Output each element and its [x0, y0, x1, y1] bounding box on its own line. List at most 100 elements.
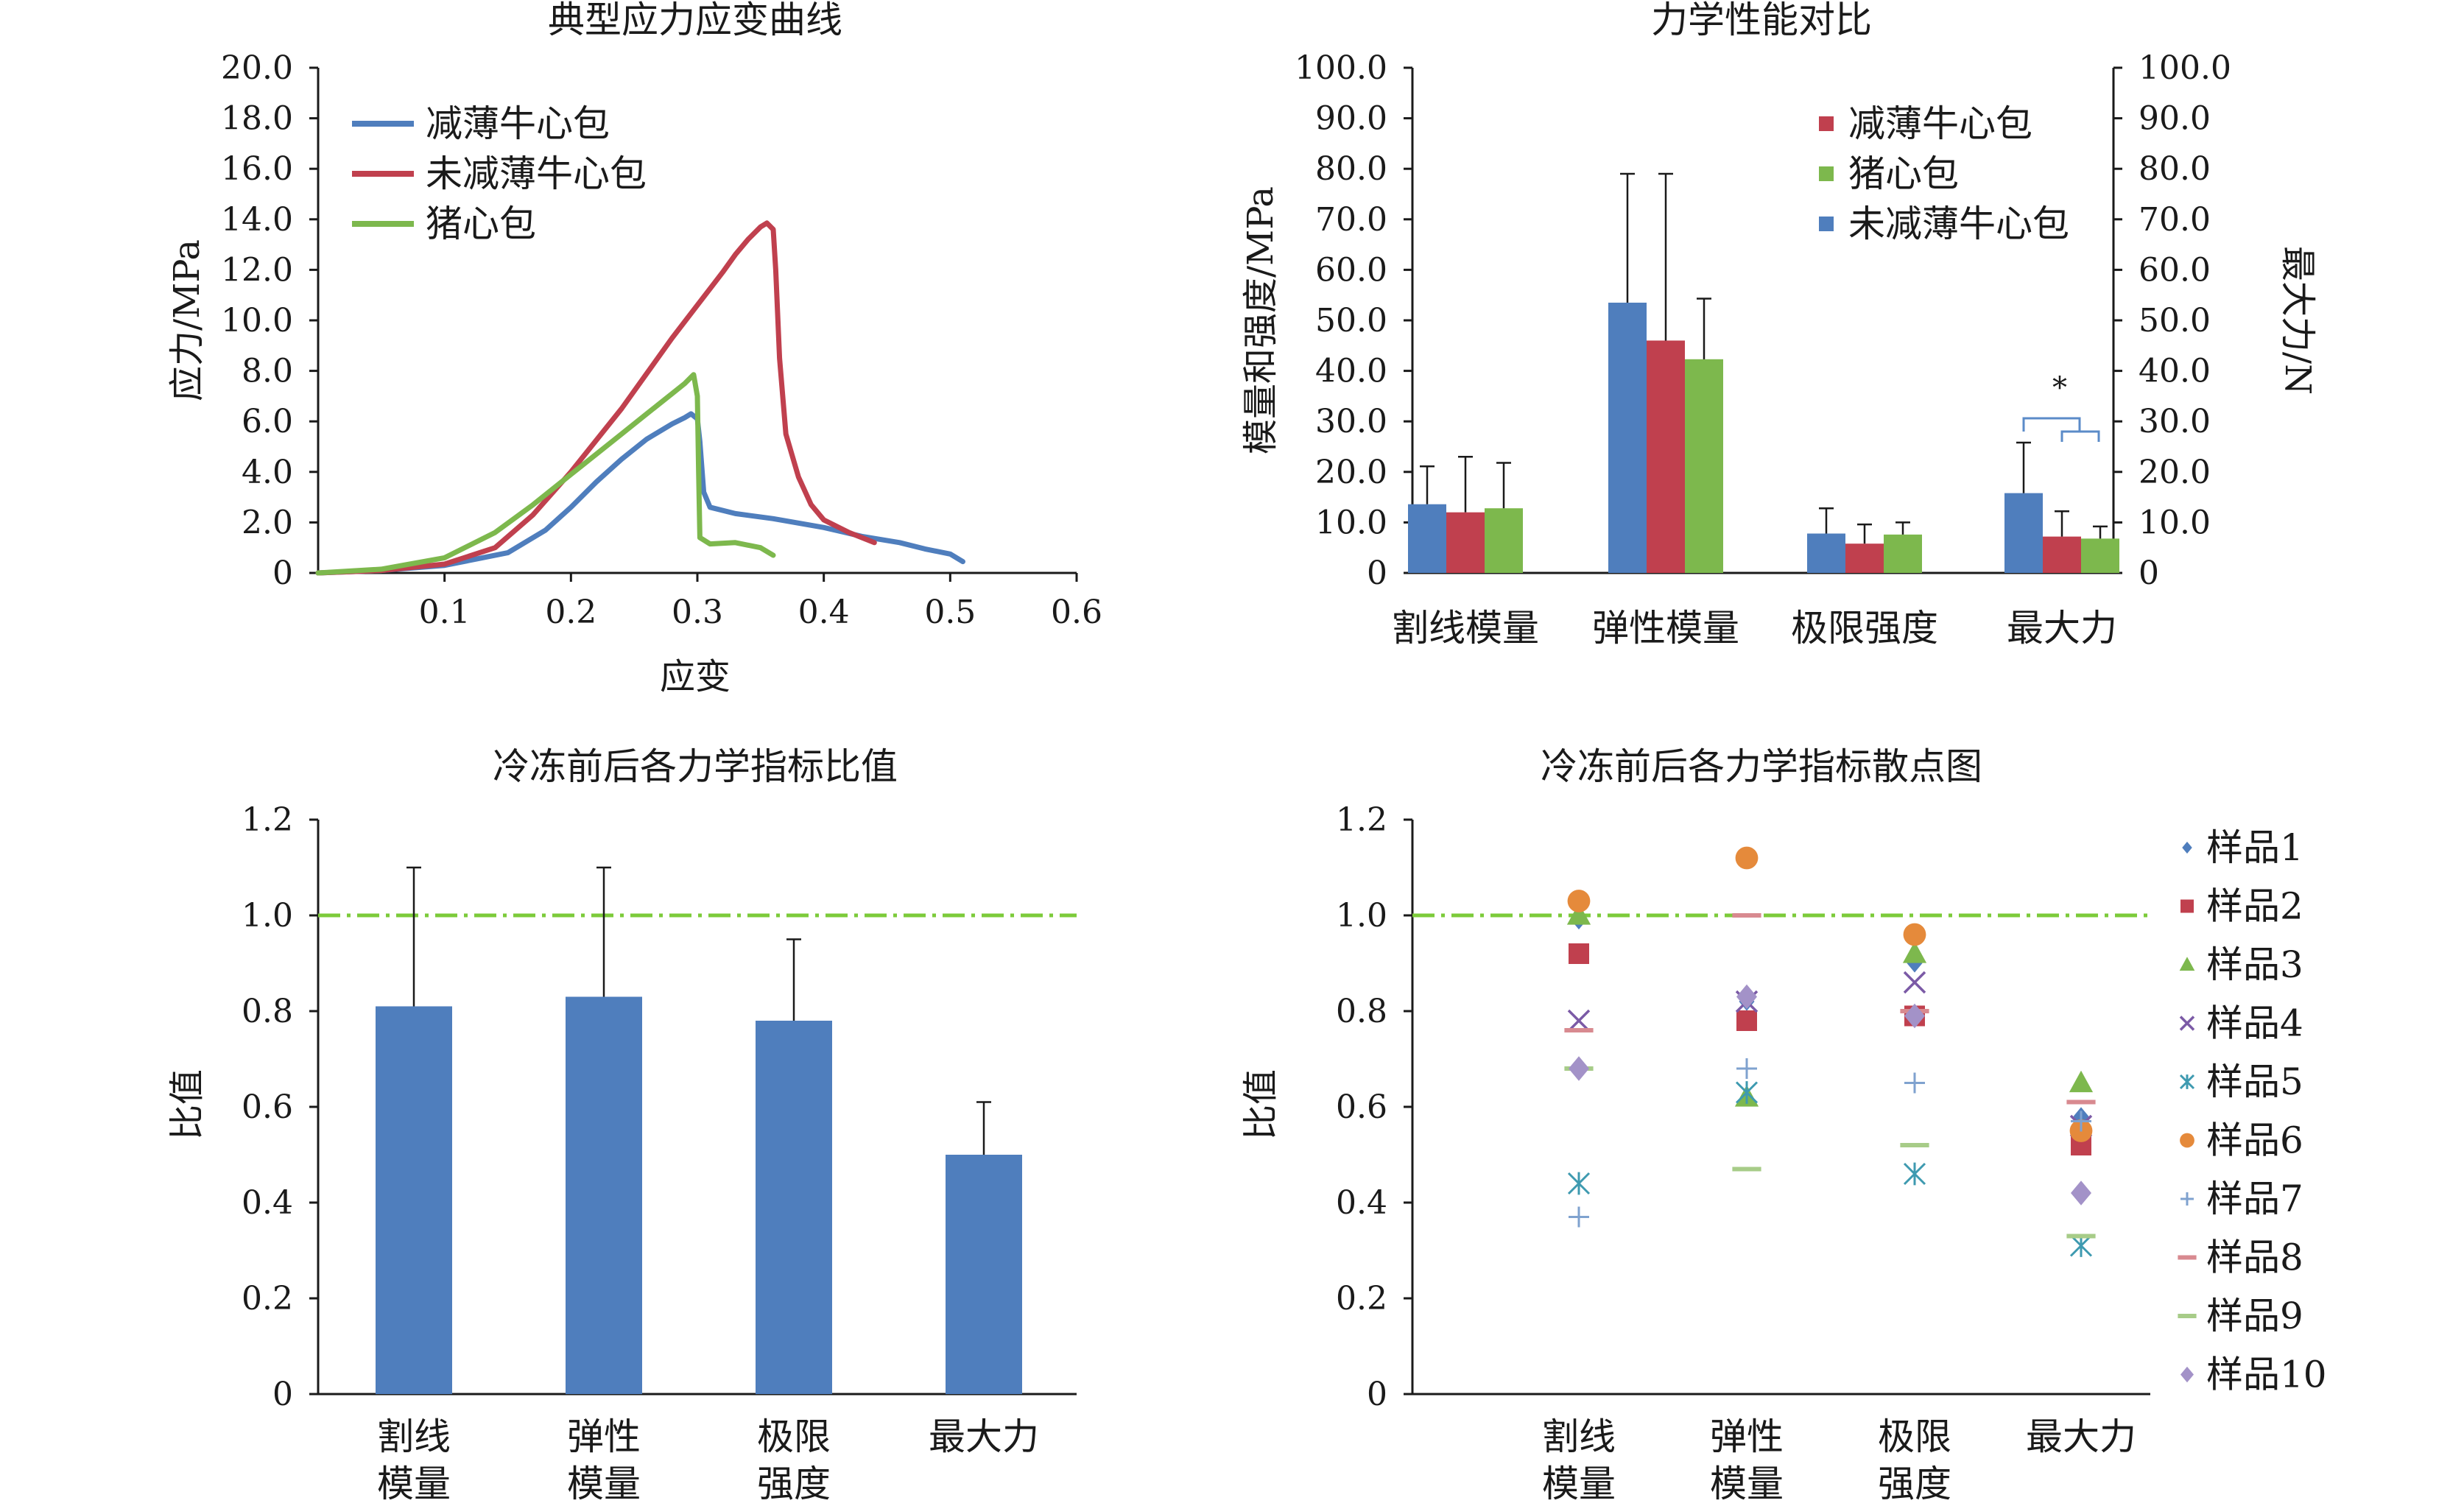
panel3-category-label: 弹性	[567, 1415, 641, 1458]
panel2-category-label: 割线模量	[1392, 607, 1539, 650]
legend-label-3: 未减薄牛心包	[1848, 203, 2069, 245]
scatter-point	[1904, 1003, 1925, 1029]
panel3-category-label: 最大力	[929, 1415, 1039, 1458]
property-comparison-panel: 力学性能对比 模量和强度/MPa 最大力/N 0 10.0 20.0 30.0 40.0…	[1240, 0, 2318, 650]
legend-label-3: 样品3	[2206, 943, 2303, 986]
panel2-y-tick-label-right: 10.0	[2139, 504, 2211, 541]
panel3-y-tick-label: 0.4	[242, 1184, 293, 1222]
panel2-y-tick-label: 50.0	[1315, 302, 1387, 339]
scatter-point	[1566, 903, 1591, 925]
panel1-y-tick-label: 0	[272, 555, 293, 592]
bar	[1884, 534, 1922, 573]
panel2-y-tick-label: 10.0	[1315, 504, 1387, 541]
bar	[1647, 340, 1685, 573]
scatter-point	[1903, 1162, 1926, 1186]
legend-marker-1	[2182, 841, 2192, 854]
bar	[946, 1155, 1022, 1394]
panel4-category-label: 弹性	[1710, 1415, 1784, 1458]
panel1-x-tick-label: 0.3	[672, 594, 723, 631]
panel1-y-tick-label: 4.0	[242, 454, 293, 491]
panel2-y-tick-label-right: 70.0	[2139, 201, 2211, 239]
panel2-y-axis-label-right: 最大力/N	[2277, 246, 2318, 395]
ratio-bar-panel: 冷冻前后各力学指标比值 比值 0 0.2 0.4 0.6 0.8 1.0 1.2 割线模量 弹性…	[166, 745, 1077, 1505]
panel1-x-tick-label: 0.6	[1051, 594, 1102, 631]
panel4-category-label: 模量	[1710, 1463, 1784, 1505]
scatter-point	[1736, 1010, 1757, 1031]
panel3-y-tick-label: 0.8	[242, 993, 293, 1030]
bar	[756, 1021, 832, 1394]
panel2-y-tick-label-right: 90.0	[2139, 100, 2211, 138]
panel4-category-label: 模量	[1542, 1463, 1616, 1505]
panel1-y-tick-label: 2.0	[242, 504, 293, 541]
stress-strain-panel: 典型应力应变曲线 应力/MPa 应变 0 2.0 4.0 6.0 8.0 10.0 12.0…	[166, 0, 1102, 697]
bar	[2043, 536, 2081, 573]
bar	[376, 1006, 452, 1394]
bar	[1608, 302, 1647, 573]
legend-marker-6	[2180, 1133, 2194, 1148]
panel1-y-tick-label: 10.0	[221, 302, 293, 339]
panel3-y-tick-label: 1.2	[242, 801, 293, 839]
panel2-y-tick-label-right: 80.0	[2139, 150, 2211, 188]
bar	[1845, 543, 1884, 573]
bar	[1446, 512, 1485, 573]
panel4-y-tick-label: 0.2	[1336, 1280, 1387, 1317]
panel2-y-tick-label-right: 0	[2139, 555, 2159, 592]
panel2-y-tick-label: 30.0	[1315, 403, 1387, 440]
panel1-y-tick-label: 6.0	[242, 403, 293, 440]
legend-swatch-3	[1819, 217, 1834, 231]
panel2-y-axis-label: 模量和强度/MPa	[1240, 186, 1281, 454]
panel2-y-tick-label: 70.0	[1315, 201, 1387, 239]
legend-swatch-2	[1819, 166, 1834, 181]
panel1-y-tick-label: 14.0	[221, 201, 293, 239]
panel2-axes: 0 10.0 20.0 30.0 40.0 50.0 60.0 70.0 80.0 90.0 100…	[1295, 49, 2231, 650]
panel3-y-tick-label: 0.2	[242, 1280, 293, 1317]
series-line-3	[315, 372, 776, 576]
panel2-y-tick-label: 80.0	[1315, 150, 1387, 188]
panel2-y-tick-label: 100.0	[1295, 49, 1387, 87]
scatter-point	[2071, 1111, 2091, 1132]
legend-marker-2	[2180, 899, 2194, 913]
scatter-point	[2071, 1180, 2091, 1206]
panel3-category-label: 极限	[757, 1415, 831, 1458]
panel3-category-label: 模量	[377, 1463, 451, 1505]
legend-label-2: 样品2	[2206, 885, 2303, 928]
scatter-point	[1567, 1009, 1591, 1032]
panel2-y-tick-label: 90.0	[1315, 100, 1387, 138]
panel4-category-label: 最大力	[2026, 1415, 2136, 1458]
panel4-y-tick-label: 0.8	[1336, 993, 1387, 1030]
bar	[1485, 508, 1523, 573]
bar	[1408, 504, 1446, 573]
panel2-y-tick-label-right: 50.0	[2139, 302, 2211, 339]
panel1-y-axis-label: 应力/MPa	[166, 239, 208, 401]
scatter-point	[1569, 1206, 1589, 1228]
panel1-y-tick-label: 8.0	[242, 353, 293, 390]
legend-swatch-1	[1819, 116, 1834, 131]
significance-star: *	[2052, 371, 2067, 405]
significance-bracket-inner	[2060, 430, 2100, 442]
panel1-x-tick-label: 0.2	[545, 594, 596, 631]
panel1-title: 典型应力应变曲线	[548, 0, 842, 41]
panel4-y-tick-label: 1.0	[1336, 897, 1387, 935]
legend-label-8: 样品8	[2206, 1236, 2303, 1279]
panel3-y-tick-label: 1.0	[242, 897, 293, 935]
bar	[1807, 533, 1845, 573]
scatter-point	[1736, 984, 1757, 1010]
panel4-category-label: 强度	[1878, 1463, 1951, 1505]
panel3-category-label: 模量	[567, 1463, 641, 1505]
panel1-y-tick-label: 20.0	[221, 49, 293, 87]
panel2-y-tick-label-right: 60.0	[2139, 251, 2211, 289]
legend-label-7: 样品7	[2206, 1178, 2303, 1220]
panel2-category-label: 弹性模量	[1592, 607, 1739, 650]
panel3-y-tick-label: 0.6	[242, 1088, 293, 1126]
panel4-axes: 0 0.2 0.4 0.6 0.8 1.0 1.2 割线模量 弹性模量 极限强度 最大力	[1336, 801, 2150, 1505]
panel4-y-tick-label: 0.6	[1336, 1088, 1387, 1126]
legend-label-1: 样品1	[2206, 826, 2303, 869]
panel2-category-label: 最大力	[2007, 607, 2117, 650]
scatter-point	[1569, 943, 1589, 964]
panel1-x-axis-label: 应变	[660, 656, 731, 697]
panel2-y-tick-label: 0	[1367, 555, 1387, 592]
legend-label-2: 猪心包	[1848, 152, 1959, 195]
